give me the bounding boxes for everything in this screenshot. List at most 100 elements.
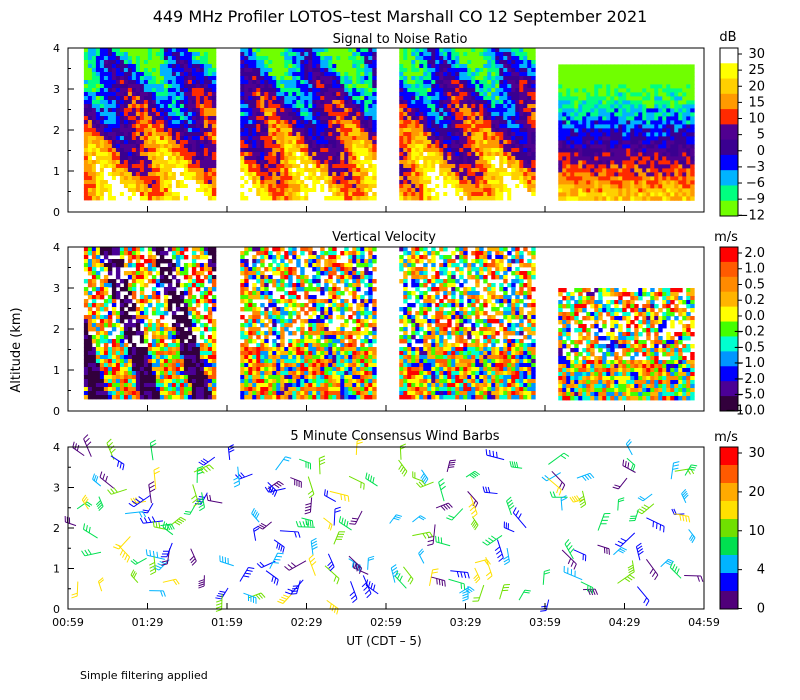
- snr-cell: [415, 192, 420, 197]
- snr-cell: [499, 100, 504, 105]
- snr-cell: [83, 176, 89, 181]
- snr-cell: [328, 140, 333, 145]
- snr-cell: [618, 108, 623, 113]
- snr-cell: [296, 156, 301, 161]
- snr-cell: [614, 96, 619, 101]
- snr-cell: [83, 84, 89, 89]
- snr-cell: [300, 112, 305, 117]
- snr-cell: [127, 60, 133, 65]
- snr-cell: [111, 184, 117, 189]
- snr-cell: [602, 72, 607, 77]
- snr-cell: [191, 136, 197, 141]
- snr-cell: [519, 52, 524, 57]
- snr-cell: [403, 116, 408, 121]
- snr-cell: [650, 180, 655, 185]
- snr-cell: [630, 144, 635, 149]
- snr-cell: [638, 164, 643, 169]
- snr-cell: [495, 156, 500, 161]
- snr-cell: [260, 164, 265, 169]
- snr-cell: [352, 104, 357, 109]
- snr-cell: [332, 72, 337, 77]
- snr-cell: [199, 60, 205, 65]
- snr-cell: [686, 80, 691, 85]
- snr-cell: [658, 132, 663, 137]
- snr-cell: [240, 144, 245, 149]
- snr-cell: [443, 64, 448, 69]
- snr-cell: [280, 132, 285, 137]
- snr-cell: [87, 168, 93, 173]
- snr-cell: [187, 152, 193, 157]
- snr-cell: [594, 184, 599, 189]
- snr-cell: [199, 124, 205, 129]
- snr-cell: [292, 88, 297, 93]
- snr-cell: [336, 192, 341, 197]
- snr-cell: [312, 164, 317, 169]
- snr-cell: [614, 144, 619, 149]
- snr-cell: [195, 112, 201, 117]
- snr-cell: [638, 180, 643, 185]
- snr-cell: [211, 88, 217, 93]
- snr-cell: [244, 48, 249, 53]
- snr-cell: [463, 92, 468, 97]
- snr-cell: [356, 144, 361, 149]
- snr-cell: [451, 152, 456, 157]
- snr-cell: [344, 124, 349, 129]
- snr-cell: [467, 140, 472, 145]
- snr-cell: [280, 148, 285, 153]
- snr-cell: [463, 160, 468, 165]
- snr-cell: [260, 156, 265, 161]
- snr-cell: [431, 188, 436, 193]
- snr-cell: [670, 72, 675, 77]
- snr-cell: [479, 172, 484, 177]
- snr-cell: [435, 180, 440, 185]
- snr-cell: [499, 148, 504, 153]
- snr-cell: [566, 180, 571, 185]
- snr-cell: [475, 164, 480, 169]
- snr-cell: [360, 112, 365, 117]
- snr-cell: [308, 68, 313, 73]
- snr-cell: [91, 136, 97, 141]
- snr-cell: [127, 176, 133, 181]
- snr-cell: [332, 124, 337, 129]
- snr-cell: [399, 196, 404, 201]
- snr-cell: [256, 196, 261, 201]
- snr-cell: [240, 68, 245, 73]
- snr-cell: [566, 172, 571, 177]
- snr-cell: [328, 88, 333, 93]
- snr-cell: [431, 92, 436, 97]
- snr-cell: [268, 180, 273, 185]
- snr-cell: [312, 176, 317, 181]
- snr-cell: [171, 60, 177, 65]
- snr-cell: [179, 128, 185, 133]
- snr-cell: [159, 196, 165, 201]
- snr-cell: [439, 168, 444, 173]
- snr-cell: [431, 184, 436, 189]
- snr-cell: [439, 64, 444, 69]
- snr-cell: [195, 120, 201, 125]
- snr-cell: [399, 180, 404, 185]
- snr-cell: [143, 140, 149, 145]
- snr-cell: [479, 76, 484, 81]
- snr-cell: [423, 128, 428, 133]
- snr-cell: [682, 160, 687, 165]
- snr-cell: [507, 196, 512, 201]
- snr-cell: [678, 144, 683, 149]
- snr-cell: [423, 80, 428, 85]
- snr-cell: [320, 160, 325, 165]
- snr-cell: [626, 64, 631, 69]
- snr-cell: [324, 180, 329, 185]
- snr-cell: [95, 152, 101, 157]
- snr-cell: [248, 48, 253, 53]
- snr-cell: [638, 92, 643, 97]
- snr-cell: [179, 160, 185, 165]
- snr-cell: [642, 112, 647, 117]
- snr-cell: [143, 72, 149, 77]
- snr-cell: [368, 196, 373, 201]
- snr-cell: [268, 52, 273, 57]
- snr-cell: [368, 160, 373, 165]
- snr-cell: [187, 132, 193, 137]
- snr-cell: [119, 48, 125, 53]
- snr-cell: [491, 128, 496, 133]
- snr-cell: [662, 108, 667, 113]
- snr-cell: [308, 108, 313, 113]
